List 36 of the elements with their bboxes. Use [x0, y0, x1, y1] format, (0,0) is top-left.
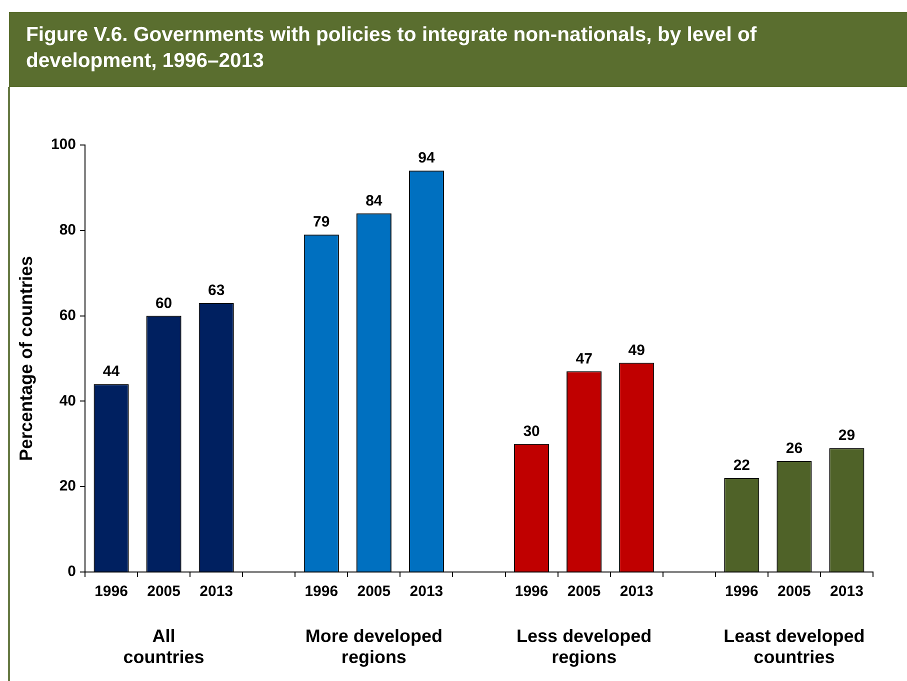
x-tick-label: 1996 — [304, 583, 338, 600]
x-tick-label: 2005 — [147, 583, 180, 600]
data-label: 60 — [155, 294, 172, 312]
x-tick-label: 2013 — [620, 583, 654, 600]
data-label: 30 — [523, 422, 540, 440]
data-label: 49 — [628, 342, 645, 359]
data-label: 79 — [313, 214, 330, 231]
x-tick-label: 1996 — [514, 583, 548, 600]
text: Less developed regions — [516, 626, 652, 667]
x-tick-label: 2005 — [357, 583, 391, 600]
data-label: 29 — [838, 427, 856, 444]
y-tick-label: 60 — [59, 306, 76, 324]
y-tick-label: 100 — [50, 136, 76, 154]
x-tick-label: 2005 — [567, 583, 601, 600]
data-label: 63 — [208, 282, 225, 299]
x-tick-label: 1996 — [724, 583, 758, 600]
chart-title: Figure V.6. Governments with policies to integrate non-nationals, by level of development, 1996–2013 — [26, 23, 758, 74]
data-label: 44 — [102, 363, 120, 380]
text: More developed regions — [305, 626, 442, 667]
x-tick-label: 2005 — [778, 583, 811, 600]
data-label: 47 — [576, 350, 592, 368]
data-label: 94 — [418, 150, 436, 167]
data-label: 26 — [786, 440, 803, 457]
y-tick-label: 20 — [59, 478, 76, 495]
data-label: 84 — [366, 192, 383, 210]
x-tick-label: 2013 — [830, 583, 864, 600]
x-tick-label: 2013 — [200, 583, 234, 600]
text: All countries — [123, 626, 204, 667]
x-tick-label: 2013 — [410, 583, 444, 600]
y-tick-label: 40 — [59, 392, 76, 410]
y-tick-label: 80 — [59, 222, 76, 239]
text: Least developed countries — [724, 626, 865, 667]
y-tick-label: 0 — [68, 563, 76, 580]
y-axis-title: Percentage of countries — [16, 256, 36, 462]
x-tick-label: 1996 — [94, 583, 128, 600]
data-label: 22 — [733, 457, 750, 474]
